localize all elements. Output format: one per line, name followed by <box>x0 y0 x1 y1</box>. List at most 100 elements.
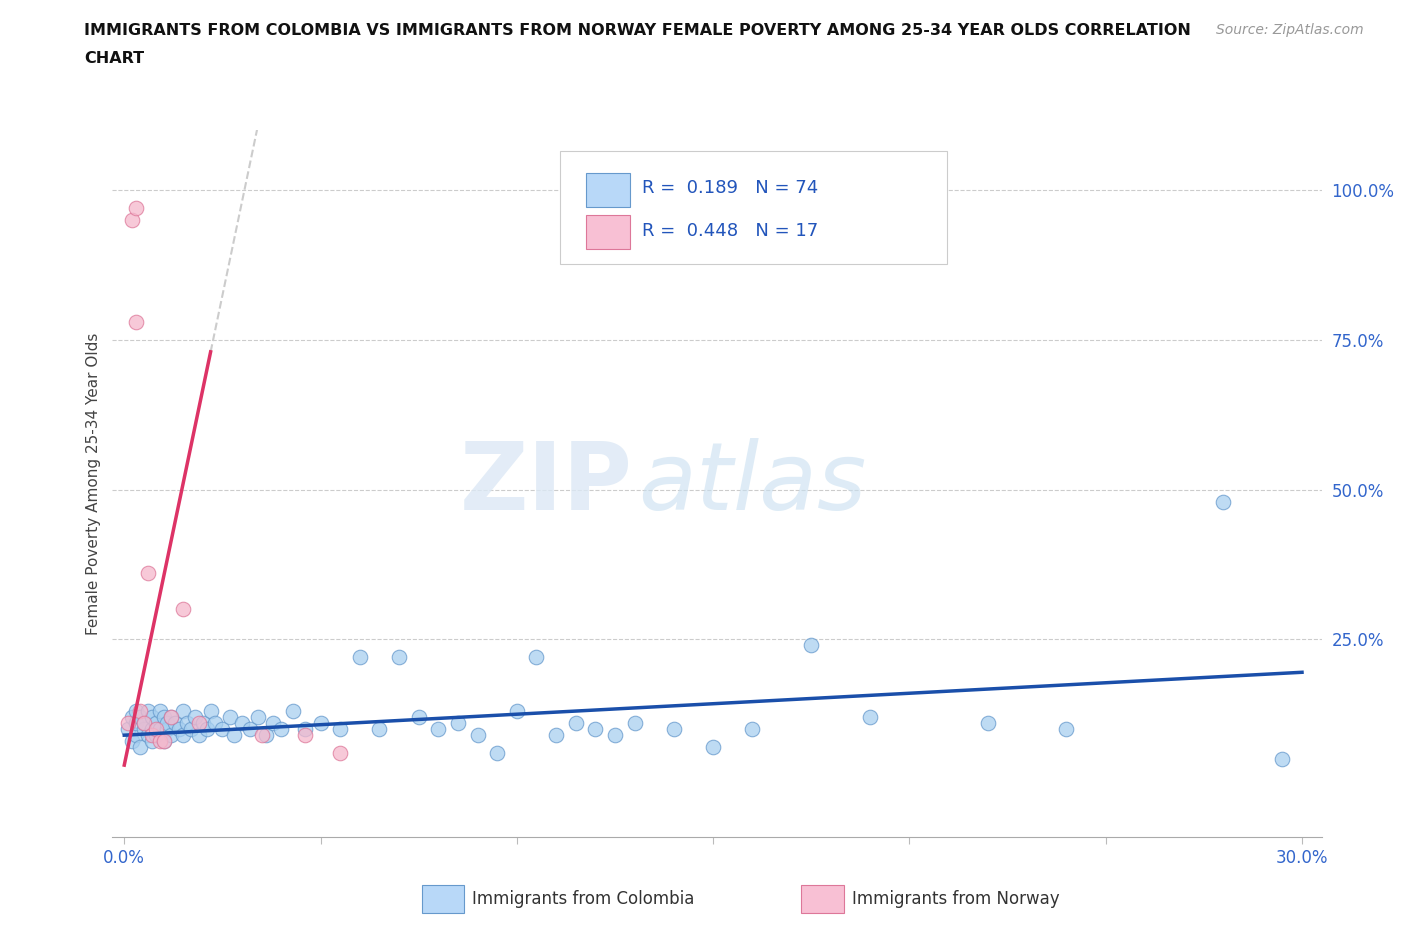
Point <box>152 734 174 749</box>
Text: Immigrants from Norway: Immigrants from Norway <box>852 890 1060 909</box>
Point <box>125 314 148 329</box>
Point <box>145 716 167 731</box>
Point <box>388 650 411 665</box>
Point <box>977 716 1000 731</box>
Point <box>184 710 207 724</box>
Point <box>191 716 214 731</box>
Point <box>125 716 148 731</box>
Point <box>486 746 509 761</box>
Point <box>176 716 198 731</box>
Point <box>219 710 242 724</box>
Point <box>129 710 152 724</box>
Point <box>224 728 246 743</box>
Text: atlas: atlas <box>638 438 866 529</box>
Point <box>160 710 183 724</box>
FancyBboxPatch shape <box>586 173 630 206</box>
Point <box>132 716 155 731</box>
Point <box>187 728 209 743</box>
Point <box>117 722 139 737</box>
Point <box>200 704 222 719</box>
Y-axis label: Female Poverty Among 25-34 Year Olds: Female Poverty Among 25-34 Year Olds <box>86 332 101 635</box>
Text: Source: ZipAtlas.com: Source: ZipAtlas.com <box>1216 23 1364 37</box>
Point <box>702 739 724 754</box>
Point <box>546 728 568 743</box>
Text: IMMIGRANTS FROM COLOMBIA VS IMMIGRANTS FROM NORWAY FEMALE POVERTY AMONG 25-34 YE: IMMIGRANTS FROM COLOMBIA VS IMMIGRANTS F… <box>84 23 1191 38</box>
Point <box>149 704 172 719</box>
Point <box>349 650 371 665</box>
Point <box>172 728 194 743</box>
Point <box>281 704 304 719</box>
Point <box>329 722 352 737</box>
Point <box>254 728 277 743</box>
Point <box>1056 722 1078 737</box>
Point <box>368 722 391 737</box>
Point <box>132 722 155 737</box>
Point <box>121 734 143 749</box>
Text: R =  0.448   N = 17: R = 0.448 N = 17 <box>643 221 818 240</box>
Point <box>149 734 172 749</box>
Point <box>662 722 685 737</box>
Point <box>526 650 548 665</box>
Point <box>145 722 167 737</box>
Point <box>741 722 763 737</box>
Point <box>859 710 882 724</box>
Point <box>125 728 148 743</box>
Point <box>152 710 174 724</box>
Point <box>329 746 352 761</box>
Point <box>132 716 155 731</box>
Point <box>623 716 645 731</box>
Point <box>564 716 586 731</box>
Point <box>149 722 172 737</box>
Point <box>117 716 139 731</box>
Point <box>172 704 194 719</box>
Point <box>129 739 152 754</box>
Point <box>160 710 183 724</box>
Point <box>160 728 183 743</box>
Point <box>129 704 152 719</box>
Point <box>250 728 273 743</box>
Point <box>141 728 163 743</box>
Point <box>231 716 253 731</box>
Text: R =  0.189   N = 74: R = 0.189 N = 74 <box>643 179 818 197</box>
Point <box>583 722 606 737</box>
Point <box>145 728 167 743</box>
Point <box>262 716 284 731</box>
Point <box>1271 751 1294 766</box>
Point <box>408 710 430 724</box>
Point <box>309 716 332 731</box>
Point <box>467 728 489 743</box>
Point <box>125 704 148 719</box>
Point <box>136 704 159 719</box>
FancyBboxPatch shape <box>560 152 946 264</box>
Point <box>294 722 316 737</box>
Point <box>427 722 450 737</box>
Point <box>603 728 626 743</box>
Point <box>156 722 179 737</box>
Point <box>136 566 159 581</box>
Point <box>800 638 823 653</box>
Point <box>270 722 292 737</box>
Point <box>152 734 174 749</box>
Point <box>121 710 143 724</box>
Point <box>1212 494 1234 509</box>
Point <box>125 201 148 216</box>
Point <box>121 213 143 228</box>
Point <box>506 704 529 719</box>
Point <box>239 722 262 737</box>
Point <box>165 716 187 731</box>
Point <box>141 722 163 737</box>
Point <box>204 716 226 731</box>
Point <box>195 722 218 737</box>
Point <box>294 728 316 743</box>
FancyBboxPatch shape <box>586 215 630 249</box>
Point <box>156 716 179 731</box>
Point <box>141 710 163 724</box>
Point <box>167 722 190 737</box>
Point <box>211 722 233 737</box>
Point <box>187 716 209 731</box>
Text: ZIP: ZIP <box>460 438 633 529</box>
Text: Immigrants from Colombia: Immigrants from Colombia <box>472 890 695 909</box>
Point <box>141 734 163 749</box>
Point <box>180 722 202 737</box>
Point <box>246 710 269 724</box>
